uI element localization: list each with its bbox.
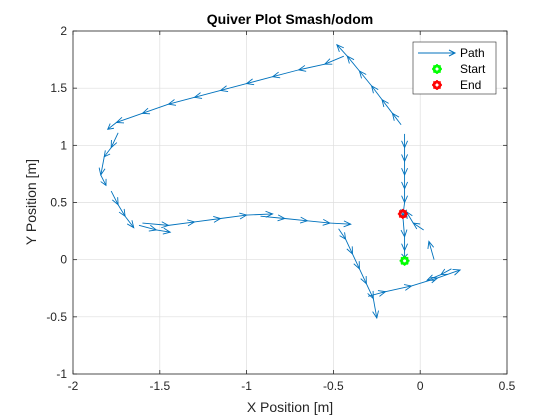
path-arrow (167, 96, 195, 106)
legend-box (412, 41, 497, 95)
path-arrow (220, 212, 248, 220)
end-marker (397, 208, 408, 219)
x-axis-label: X Position [m] (247, 399, 333, 415)
path-arrow (401, 147, 408, 163)
path-arrow (336, 43, 348, 57)
path-arrow (219, 83, 247, 93)
legend-label-path: Path (460, 46, 485, 60)
legend-start-symbol (432, 64, 442, 74)
chart-title: Quiver Plot Smash/odom (207, 11, 373, 27)
path-arrow (372, 298, 379, 320)
legend-start-marker (432, 64, 442, 74)
legend-end-marker (432, 80, 442, 90)
path-arrow (100, 174, 107, 187)
path-arrow (352, 253, 360, 270)
legend-entry-end: End (432, 78, 481, 92)
path-arrow (427, 240, 435, 260)
path-arrow (329, 220, 352, 228)
path-arrow (142, 221, 170, 229)
path-arrow (426, 274, 442, 281)
y-tick-label: 2 (60, 24, 67, 38)
path-arrow (401, 161, 408, 177)
legend-label-end: End (460, 78, 481, 92)
path-arrow (194, 216, 222, 223)
legend-end-symbol (432, 80, 442, 90)
legend-label-start: Start (460, 62, 486, 76)
path-arrow (156, 227, 172, 235)
start-marker (399, 255, 410, 266)
start-end-markers (397, 208, 410, 266)
path-arrow (271, 69, 299, 79)
x-ticks: -2 -1.5 -1 -0.5 0 0.5 (68, 31, 516, 393)
y-tick-label: -0.5 (46, 310, 67, 324)
y-tick-label: 1.5 (50, 81, 67, 95)
path-arrow (401, 188, 408, 204)
path-arrow (284, 216, 309, 224)
y-tick-label: 1 (60, 138, 67, 152)
x-tick-label: -0.5 (323, 379, 344, 393)
legend-entry-start: Start (432, 62, 486, 76)
path-arrows (98, 43, 462, 320)
path-arrow (401, 133, 408, 149)
path-arrow (193, 90, 221, 99)
path-arrow (245, 76, 273, 86)
path-arrow (297, 63, 325, 72)
y-tick-label: -1 (56, 367, 67, 381)
x-tick-label: -1 (241, 379, 252, 393)
path-arrow (437, 269, 462, 279)
path-arrow (246, 210, 274, 218)
x-tick-label: -1.5 (149, 379, 170, 393)
legend: Path Start End (412, 41, 497, 95)
legend-path-arrowhead (448, 49, 457, 57)
y-ticks: -1 -0.5 0 0.5 1 1.5 2 (46, 24, 507, 381)
path-arrow (106, 122, 117, 130)
x-tick-label: 0 (417, 379, 424, 393)
y-axis-label: Y Position [m] (23, 159, 39, 245)
path-arrow (401, 175, 408, 190)
legend-entry-path: Path (418, 46, 485, 60)
path-arrow (168, 219, 196, 227)
x-tick-label: 0.5 (499, 379, 516, 393)
y-tick-label: 0.5 (50, 196, 67, 210)
y-tick-label: 0 (60, 253, 67, 267)
path-arrow (124, 215, 135, 229)
grid (72, 30, 508, 375)
x-tick-label: -2 (68, 379, 79, 393)
path-arrow (358, 70, 372, 87)
